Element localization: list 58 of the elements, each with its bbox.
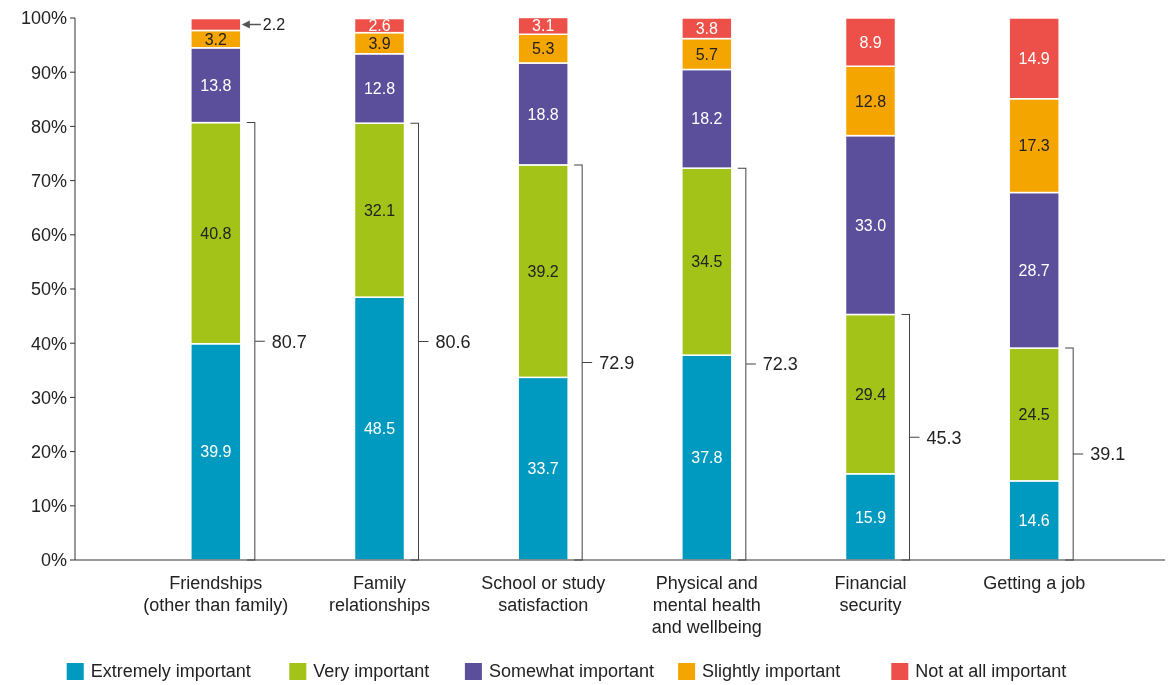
data-label: 40.8 xyxy=(200,224,232,242)
data-label: 3.2 xyxy=(204,30,228,48)
annotation: 39.1 xyxy=(1090,444,1126,465)
data-label: 5.7 xyxy=(695,45,719,63)
data-label: 13.8 xyxy=(200,76,232,94)
data-label: 28.7 xyxy=(1018,261,1050,279)
x-tick-label: School or study satisfaction xyxy=(481,573,606,615)
data-label: 33.7 xyxy=(527,460,559,478)
data-label: 33.0 xyxy=(854,216,887,234)
data-label: 18.2 xyxy=(691,110,723,128)
data-label: 2.2 xyxy=(262,16,286,34)
data-label: 18.8 xyxy=(527,105,559,123)
data-label: 37.8 xyxy=(691,449,723,467)
x-tick-label: Physical and mental health and wellbeing xyxy=(651,573,762,637)
x-tick-label: Financial security xyxy=(834,573,907,615)
data-label: 15.9 xyxy=(854,508,887,526)
data-label: 17.3 xyxy=(1018,137,1050,155)
data-label: 12.8 xyxy=(854,92,887,110)
legend-label: Very important xyxy=(313,661,430,682)
annotation: 80.6 xyxy=(435,331,471,352)
legend-label: Extremely important xyxy=(90,661,251,682)
x-tick-label: Friendships (other than family) xyxy=(143,573,289,615)
data-label: 5.3 xyxy=(532,40,555,58)
data-label: 29.4 xyxy=(854,385,887,403)
data-label: 3.8 xyxy=(695,19,719,37)
data-label: 48.5 xyxy=(363,420,396,438)
y-tick-label: 80% xyxy=(30,116,67,137)
x-tick-label: Family relationships xyxy=(328,573,431,615)
annotation: 72.9 xyxy=(599,352,635,373)
y-tick-label: 20% xyxy=(30,441,67,462)
annotation: 72.3 xyxy=(762,354,798,375)
y-tick-label: 70% xyxy=(30,170,67,191)
y-tick-label: 10% xyxy=(30,496,67,517)
data-label: 14.9 xyxy=(1018,49,1050,67)
y-tick-label: 0% xyxy=(40,550,67,571)
legend-label: Slightly important xyxy=(702,661,841,682)
data-label: 3.1 xyxy=(532,17,555,35)
data-label: 39.2 xyxy=(527,262,559,280)
data-label: 34.5 xyxy=(691,253,723,271)
y-tick-label: 40% xyxy=(30,333,67,354)
data-label: 3.9 xyxy=(368,34,391,52)
legend-label: Somewhat important xyxy=(488,661,654,682)
annotation: 80.7 xyxy=(271,331,307,352)
y-tick-label: 60% xyxy=(30,225,67,246)
y-tick-label: 90% xyxy=(30,62,67,83)
data-label: 39.9 xyxy=(200,443,232,461)
y-tick-label: 30% xyxy=(30,387,67,408)
x-tick-label: Getting a job xyxy=(983,573,1086,593)
data-label: 12.8 xyxy=(363,80,396,98)
data-label: 24.5 xyxy=(1018,406,1050,424)
annotation: 45.3 xyxy=(926,427,962,448)
y-tick-label: 100% xyxy=(20,8,67,29)
y-tick-label: 50% xyxy=(30,279,67,300)
data-label: 14.6 xyxy=(1018,512,1050,530)
data-label: 32.1 xyxy=(363,201,396,219)
legend-label: Not at all important xyxy=(915,661,1067,682)
data-label: 2.6 xyxy=(368,17,391,35)
data-label: 8.9 xyxy=(859,33,882,51)
